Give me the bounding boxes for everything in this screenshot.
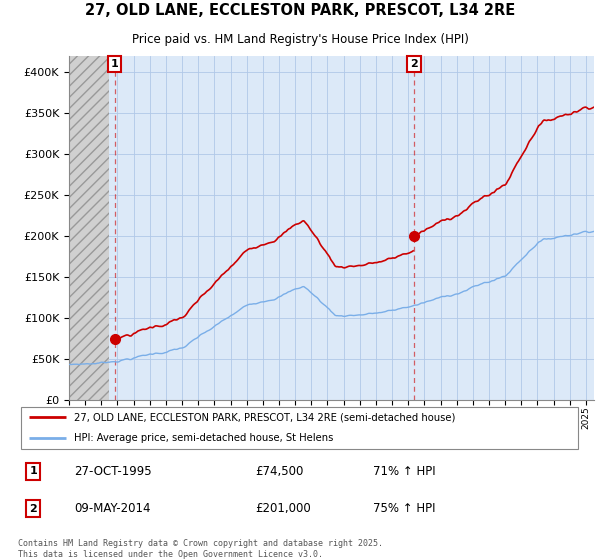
Bar <box>69 56 109 400</box>
Text: 1: 1 <box>110 59 118 69</box>
Text: Contains HM Land Registry data © Crown copyright and database right 2025.
This d: Contains HM Land Registry data © Crown c… <box>18 539 383 559</box>
Text: 27-OCT-1995: 27-OCT-1995 <box>74 465 152 478</box>
Text: 27, OLD LANE, ECCLESTON PARK, PRESCOT, L34 2RE: 27, OLD LANE, ECCLESTON PARK, PRESCOT, L… <box>85 3 515 18</box>
Text: HPI: Average price, semi-detached house, St Helens: HPI: Average price, semi-detached house,… <box>74 433 334 444</box>
Text: 71% ↑ HPI: 71% ↑ HPI <box>373 465 436 478</box>
Text: 27, OLD LANE, ECCLESTON PARK, PRESCOT, L34 2RE (semi-detached house): 27, OLD LANE, ECCLESTON PARK, PRESCOT, L… <box>74 412 456 422</box>
Text: 2: 2 <box>410 59 418 69</box>
Text: Price paid vs. HM Land Registry's House Price Index (HPI): Price paid vs. HM Land Registry's House … <box>131 33 469 46</box>
Text: 1: 1 <box>29 466 37 477</box>
Text: 2: 2 <box>29 503 37 514</box>
Text: 75% ↑ HPI: 75% ↑ HPI <box>373 502 436 515</box>
Text: £201,000: £201,000 <box>255 502 311 515</box>
Text: 09-MAY-2014: 09-MAY-2014 <box>74 502 151 515</box>
FancyBboxPatch shape <box>21 407 578 449</box>
Text: £74,500: £74,500 <box>255 465 303 478</box>
